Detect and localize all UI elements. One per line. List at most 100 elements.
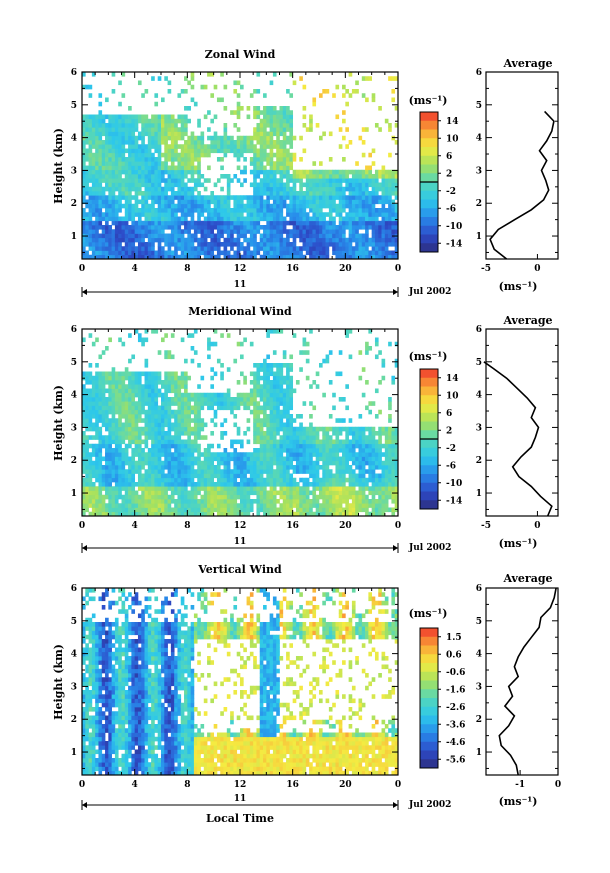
heatmap-cell <box>381 199 386 205</box>
heatmap-cell <box>279 477 284 483</box>
heatmap-cell <box>137 473 142 479</box>
heatmap-cell <box>292 246 297 251</box>
heatmap-cell <box>269 216 274 222</box>
heatmap-cell <box>305 358 310 364</box>
heatmap-cell <box>328 490 333 496</box>
heatmap-cell <box>289 448 294 453</box>
heatmap-cell <box>197 460 201 466</box>
heatmap-cell <box>295 191 300 196</box>
heatmap-cell <box>124 242 129 247</box>
heatmap-cell <box>128 456 132 462</box>
heatmap-cell <box>154 161 159 166</box>
heatmap-cell <box>322 233 326 239</box>
zonal-wind-title: Zonal Wind <box>205 48 276 61</box>
heatmap-cell <box>361 199 366 205</box>
heatmap-cell <box>295 503 300 508</box>
heatmap-cell <box>322 178 326 183</box>
y-tick-label: 3 <box>71 166 77 176</box>
heatmap-cell <box>269 161 274 166</box>
heatmap-cell <box>210 456 215 462</box>
heatmap-cell <box>151 439 155 445</box>
heatmap-cell <box>108 397 112 402</box>
heatmap-cell <box>236 127 241 132</box>
heatmap-cell <box>256 439 261 445</box>
heatmap-cell <box>286 178 290 183</box>
heatmap-cell <box>98 465 103 470</box>
heatmap-cell <box>121 503 126 508</box>
heatmap-cell <box>282 118 287 124</box>
heatmap-cell <box>381 220 386 226</box>
heatmap-cell <box>216 233 221 239</box>
heatmap-cell <box>184 118 188 124</box>
heatmap-cell <box>114 503 119 508</box>
heatmap-cell <box>223 405 228 411</box>
heatmap-cell <box>338 174 343 179</box>
heatmap-cell <box>368 242 373 247</box>
heatmap-cell <box>263 237 267 243</box>
heatmap-cell <box>177 418 182 423</box>
heatmap-cell <box>98 486 103 491</box>
heatmap-cell <box>134 418 139 423</box>
heatmap-cell <box>309 246 313 251</box>
heatmap-cell <box>358 174 363 179</box>
heatmap-cell <box>299 208 303 213</box>
heatmap-cell <box>207 490 211 496</box>
heatmap-cell <box>151 452 155 457</box>
heatmap-cell <box>98 127 103 132</box>
heatmap-cell <box>286 186 290 192</box>
heatmap-cell <box>216 195 221 200</box>
heatmap-cell <box>141 388 145 394</box>
heatmap-cell <box>174 380 178 385</box>
heatmap-cell <box>187 511 191 517</box>
heatmap-cell <box>161 118 165 124</box>
heatmap-cell <box>263 371 267 377</box>
heatmap-cell <box>128 409 132 415</box>
heatmap-cell <box>114 494 119 500</box>
heatmap-cell <box>259 482 264 487</box>
heatmap-cell <box>147 123 152 128</box>
heatmap-cell <box>263 503 267 508</box>
heatmap-cell <box>170 229 175 234</box>
heatmap-cell <box>381 186 386 192</box>
heatmap-cell <box>391 199 396 205</box>
heatmap-cell <box>207 452 211 457</box>
heatmap-cell <box>141 503 145 508</box>
heatmap-cell <box>164 392 168 398</box>
heatmap-cell <box>249 199 254 205</box>
heatmap-cell <box>269 435 274 440</box>
heatmap-cell <box>210 195 215 200</box>
heatmap-cell <box>164 460 168 466</box>
heatmap-cell <box>266 135 270 141</box>
heatmap-cell <box>151 405 155 411</box>
heatmap-cell <box>226 469 231 474</box>
heatmap-cell <box>289 110 294 115</box>
heatmap-cell <box>342 250 346 256</box>
heatmap-cell <box>249 216 254 222</box>
heatmap-cell <box>226 254 231 260</box>
heatmap-cell <box>351 89 356 94</box>
heatmap-cell <box>91 178 96 183</box>
heatmap-cell <box>305 237 310 243</box>
heatmap-cell <box>177 131 182 137</box>
heatmap-cell <box>95 169 99 175</box>
heatmap-cell <box>180 380 185 385</box>
heatmap-cell <box>108 418 112 423</box>
heatmap-cell <box>302 84 307 90</box>
heatmap-cell <box>180 392 185 398</box>
heatmap-cell <box>167 401 172 406</box>
heatmap-cell <box>98 409 103 415</box>
heatmap-cell <box>98 388 103 394</box>
heatmap-cell <box>151 182 155 188</box>
heatmap-cell <box>200 174 205 179</box>
heatmap-cell <box>220 216 224 222</box>
heatmap-cell <box>384 186 389 192</box>
heatmap-cell <box>322 456 326 462</box>
heatmap-cell <box>289 367 294 372</box>
heatmap-cell <box>289 178 294 183</box>
heatmap-cell <box>266 456 270 462</box>
heatmap-cell <box>365 191 369 196</box>
heatmap-cell <box>220 208 224 213</box>
heatmap-cell <box>213 233 218 239</box>
heatmap-cell <box>157 439 162 445</box>
heatmap-cell <box>253 212 257 217</box>
